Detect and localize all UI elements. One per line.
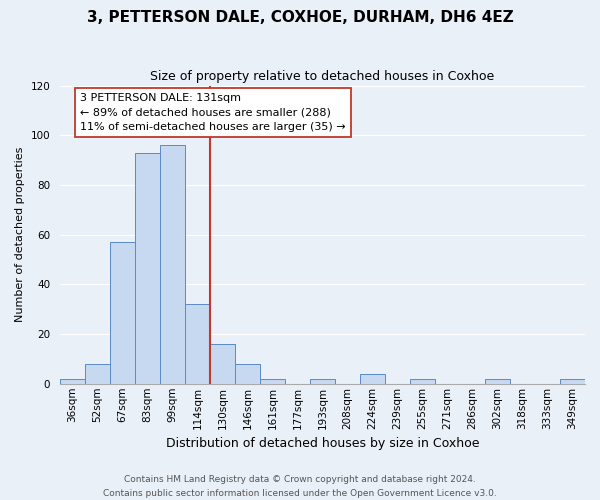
Bar <box>110 242 135 384</box>
Y-axis label: Number of detached properties: Number of detached properties <box>15 147 25 322</box>
Text: 3, PETTERSON DALE, COXHOE, DURHAM, DH6 4EZ: 3, PETTERSON DALE, COXHOE, DURHAM, DH6 4… <box>86 10 514 25</box>
Bar <box>310 379 335 384</box>
Bar <box>560 379 585 384</box>
Bar <box>485 379 510 384</box>
Bar <box>135 152 160 384</box>
Bar <box>210 344 235 384</box>
Text: Contains HM Land Registry data © Crown copyright and database right 2024.
Contai: Contains HM Land Registry data © Crown c… <box>103 476 497 498</box>
Bar <box>185 304 210 384</box>
Bar <box>260 379 285 384</box>
Bar <box>160 145 185 384</box>
Title: Size of property relative to detached houses in Coxhoe: Size of property relative to detached ho… <box>151 70 494 83</box>
Bar <box>360 374 385 384</box>
Bar <box>410 379 435 384</box>
Bar <box>235 364 260 384</box>
Bar <box>60 379 85 384</box>
Text: 3 PETTERSON DALE: 131sqm
← 89% of detached houses are smaller (288)
11% of semi-: 3 PETTERSON DALE: 131sqm ← 89% of detach… <box>80 93 346 132</box>
X-axis label: Distribution of detached houses by size in Coxhoe: Distribution of detached houses by size … <box>166 437 479 450</box>
Bar <box>85 364 110 384</box>
